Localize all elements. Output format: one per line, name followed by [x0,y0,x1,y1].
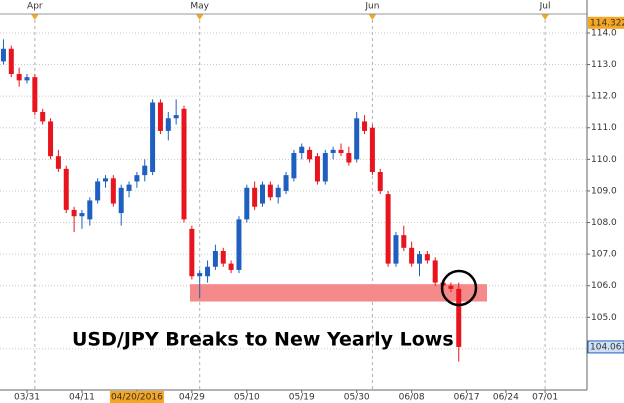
candle-body [134,175,140,182]
month-marker [30,14,39,20]
candle-body [448,285,454,289]
price-marker-label: 104.063 [590,342,624,352]
x-tick-label: 06/24 [493,393,519,403]
support-zone [190,284,487,302]
highlight-circle [440,269,478,307]
candle-body [8,48,14,75]
x-tick-label: 06/17 [454,393,480,403]
candle-body [354,118,360,160]
candle-body [142,165,148,176]
candle-body [79,213,85,217]
price-marker [588,16,624,29]
candle-body [456,288,462,347]
candle-body [197,273,203,277]
candle-body [165,118,171,131]
x-tick-label: 04/29 [179,393,205,403]
y-tick-label: 105.0 [591,313,617,323]
candle-body [330,149,336,154]
candle-body [385,194,391,264]
candle-body [173,115,179,119]
candle-body [267,184,273,198]
price-marker-label: 114.322 [590,18,624,28]
candle-body [157,102,163,131]
candle-body [71,209,77,217]
candle-body [275,187,281,198]
candle-body [55,156,61,169]
candle-body [103,178,108,182]
x-tick-label: 06/08 [399,393,425,403]
candle-body [16,74,22,81]
candle-body [181,108,187,220]
price-marker [587,340,624,354]
month-marker [368,14,377,20]
candle-body [150,102,156,172]
month-label: Jun [364,2,379,12]
candle-body [417,254,422,264]
candle-body [424,254,430,261]
y-tick-label: 109.0 [591,186,617,196]
y-tick-label: 112.0 [591,92,617,102]
candle-body [338,149,344,154]
y-tick-label: 107.0 [591,250,617,260]
candle-body [291,153,297,179]
candle-body [393,235,399,264]
candle-body [95,181,101,201]
candle-body [205,266,211,277]
candle-body [362,121,368,131]
candle-body [314,156,320,182]
candle-body [260,184,265,204]
candle-body [220,250,226,264]
month-marker [541,14,550,20]
candle-body [244,187,250,220]
candle-body [228,263,234,270]
candle-body [369,127,375,172]
candle-body [401,235,407,248]
candle-body [236,219,242,270]
candle-body [32,77,38,112]
candle-body [212,250,218,267]
y-tick-label: 111.0 [591,123,617,133]
candle-body [409,247,415,264]
y-tick-label: 108.0 [591,218,617,228]
x-tick-label: 05/19 [289,393,315,403]
y-tick-label: 114.0 [591,28,617,38]
candle-body [299,146,305,154]
candle-body [110,178,116,204]
x-tick-label: 04/11 [69,393,95,403]
x-tick-label: 03/31 [14,393,40,403]
month-label: Jul [539,2,551,12]
month-label: May [190,2,209,12]
month-marker [195,14,204,20]
candle-body [87,200,93,220]
candle-body [126,184,132,191]
candle-body [24,77,30,81]
candle-body [118,187,124,214]
candle-body [346,153,352,163]
candle-body [48,121,54,157]
x-tick-label: 07/01 [532,393,558,403]
candle-body [307,149,313,160]
candle-body [189,228,195,277]
y-tick-label: 106.0 [591,281,617,291]
y-tick-label: 113.0 [591,60,617,70]
x-tick-label: 05/10 [234,393,260,403]
candle-body [432,260,438,283]
x-tick-label: 05/30 [344,393,370,403]
candle-body [377,171,383,191]
month-label: Apr [27,2,43,12]
y-tick-label: 110.0 [591,155,617,165]
candle-body [322,153,328,182]
candle-body [63,168,69,210]
candle-body [252,187,258,207]
annotation: USD/JPY Breaks to New Yearly Lows [72,329,454,351]
candle-body [40,111,46,122]
candle-body [0,48,6,62]
x-tick-label: 04/20/2016 [111,393,163,403]
candle-body [283,175,289,191]
x-label-highlight [109,391,164,403]
